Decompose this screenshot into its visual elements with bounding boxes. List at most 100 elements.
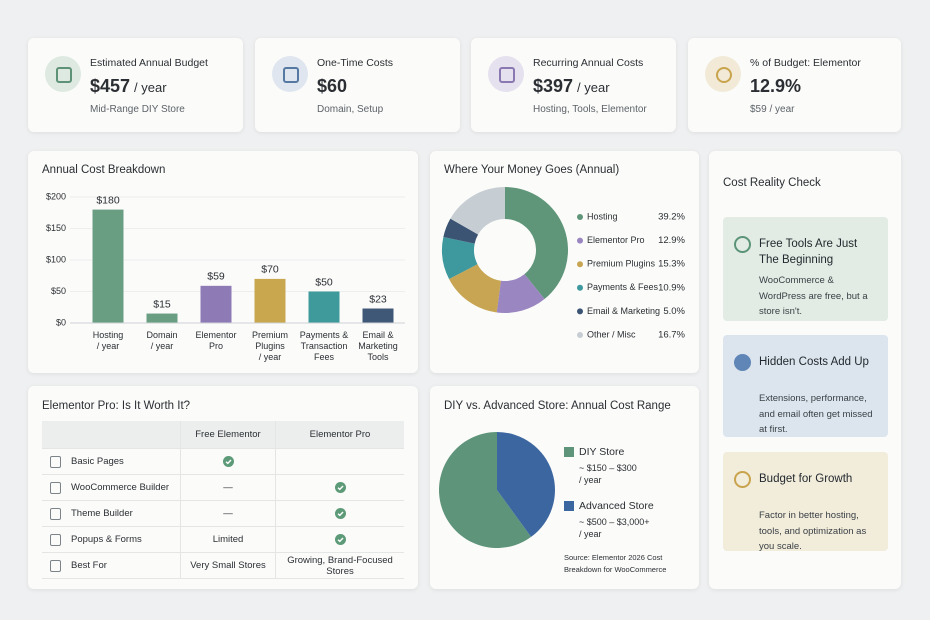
kpi-title: Recurring Annual Costs	[533, 57, 644, 69]
reality-icon	[734, 354, 751, 371]
check-circle	[334, 534, 346, 545]
feature-cell: Best For	[42, 553, 181, 578]
row-icon	[50, 481, 61, 494]
reality-card-body: Factor in better hosting, tools, and opt…	[759, 510, 867, 552]
column-header: Free Elementor	[181, 421, 276, 448]
kpi-value: $397	[533, 76, 574, 96]
table-cell	[276, 475, 404, 500]
table-row: Theme Builder —	[42, 501, 404, 527]
kpi-icon	[272, 56, 308, 92]
row-icon	[50, 507, 61, 520]
cell-text: Growing, Brand-Focused Stores	[287, 554, 393, 577]
row-icon	[50, 455, 61, 468]
reality-card: Hidden Costs Add Up Extensions, performan…	[723, 335, 888, 437]
table-row: WooCommerce Builder —	[42, 475, 404, 501]
table-cell: Very Small Stores	[181, 553, 276, 578]
cell-text: Limited	[212, 534, 244, 545]
header-blank	[42, 421, 181, 448]
reality-icon	[734, 236, 751, 253]
kpi-title: % of Budget: Elementor	[750, 57, 861, 69]
check-icon	[334, 508, 346, 519]
table-title: Elementor Pro: Is It Worth It?	[42, 400, 191, 412]
table-header-row: Free Elementor Elementor Pro	[42, 421, 404, 449]
row-icon	[50, 559, 61, 572]
kpi-icon-glyph	[283, 67, 299, 83]
reality-card-body: Extensions, performance, and email often…	[759, 393, 873, 435]
kpi-card: Estimated Annual Budget $457/ year Mid-Ran…	[28, 38, 243, 132]
feature-name: Best For	[71, 560, 107, 571]
table-cell	[276, 449, 404, 474]
feature-name: Basic Pages	[71, 456, 124, 467]
table-row: Basic Pages	[42, 449, 404, 475]
table-row: Best For Very Small Stores Growing, Brand-…	[42, 553, 404, 579]
kpi-note: Hosting, Tools, Elementor	[533, 104, 647, 115]
reality-card-title: Hidden Costs Add Up	[759, 356, 869, 368]
check-mark	[337, 537, 344, 543]
kpi-unit: / year	[577, 80, 610, 95]
reality-panel: Cost Reality Check Free Tools Are Just Th…	[709, 151, 901, 589]
kpi-card: % of Budget: Elementor 12.9% $59 / year	[688, 38, 901, 132]
table-cell	[181, 449, 276, 474]
check-circle	[222, 456, 234, 467]
kpi-note: Domain, Setup	[317, 104, 384, 115]
comparison-table: Free Elementor Elementor Pro Basic Pages Wo…	[42, 421, 404, 579]
kpi-icon-glyph	[499, 67, 515, 83]
table-cell: —	[181, 475, 276, 500]
reality-icon	[734, 471, 751, 488]
row-icon	[50, 533, 61, 546]
kpi-title: Estimated Annual Budget	[90, 57, 208, 69]
cell-text: —	[223, 508, 233, 519]
kpi-icon	[45, 56, 81, 92]
table-row: Popups & Forms Limited	[42, 527, 404, 553]
reality-title: Cost Reality Check	[723, 177, 821, 189]
table-cell: —	[181, 501, 276, 526]
table-cell: Limited	[181, 527, 276, 552]
reality-card-title: Budget for Growth	[759, 473, 853, 485]
donut-panel	[430, 151, 699, 373]
check-icon	[334, 482, 346, 493]
check-icon	[222, 456, 234, 467]
kpi-icon	[488, 56, 524, 92]
reality-card: Free Tools Are Just The Beginning WooComm…	[723, 217, 888, 321]
check-circle	[334, 508, 346, 519]
kpi-card: One-Time Costs $60 Domain, Setup	[255, 38, 460, 132]
kpi-icon-glyph	[56, 67, 72, 83]
kpi-value: 12.9%	[750, 76, 802, 96]
cell-text: —	[223, 482, 233, 493]
kpi-note: $59 / year	[750, 104, 795, 115]
column-header: Elementor Pro	[309, 429, 371, 440]
kpi-value: $60	[317, 76, 348, 96]
feature-cell: WooCommerce Builder	[42, 475, 181, 500]
kpi-value-row: $397/ year	[533, 76, 610, 97]
feature-name: Popups & Forms	[71, 534, 142, 545]
feature-name: Theme Builder	[71, 508, 133, 519]
feature-name: WooCommerce Builder	[71, 482, 170, 493]
kpi-unit: / year	[134, 80, 167, 95]
table-cell	[276, 527, 404, 552]
feature-cell: Popups & Forms	[42, 527, 181, 552]
table-cell	[276, 501, 404, 526]
kpi-note: Mid-Range DIY Store	[90, 104, 185, 115]
pie-panel	[430, 386, 699, 589]
kpi-icon	[705, 56, 741, 92]
kpi-value-row: $60	[317, 76, 347, 97]
reality-card-title: Free Tools Are Just The Beginning	[759, 238, 858, 266]
kpi-value-row: $457/ year	[90, 76, 167, 97]
bar-panel	[28, 151, 418, 373]
reality-card: Budget for Growth Factor in better hostin…	[723, 452, 888, 552]
check-mark	[337, 485, 344, 491]
kpi-value: $457	[90, 76, 131, 96]
table-cell: Growing, Brand-Focused Stores	[276, 553, 404, 578]
reality-card-body: WooCommerce & WordPress are free, but a …	[759, 275, 868, 317]
cell-text: Very Small Stores	[190, 560, 266, 571]
feature-cell: Theme Builder	[42, 501, 181, 526]
table-panel: Elementor Pro: Is It Worth It?	[28, 386, 418, 589]
kpi-value-row: 12.9%	[750, 76, 801, 97]
kpi-icon-glyph	[716, 67, 732, 83]
kpi-card: Recurring Annual Costs $397/ year Hosting,…	[471, 38, 676, 132]
check-icon	[334, 534, 346, 545]
check-mark	[337, 511, 344, 517]
check-circle	[334, 482, 346, 493]
feature-cell: Basic Pages	[42, 449, 181, 474]
